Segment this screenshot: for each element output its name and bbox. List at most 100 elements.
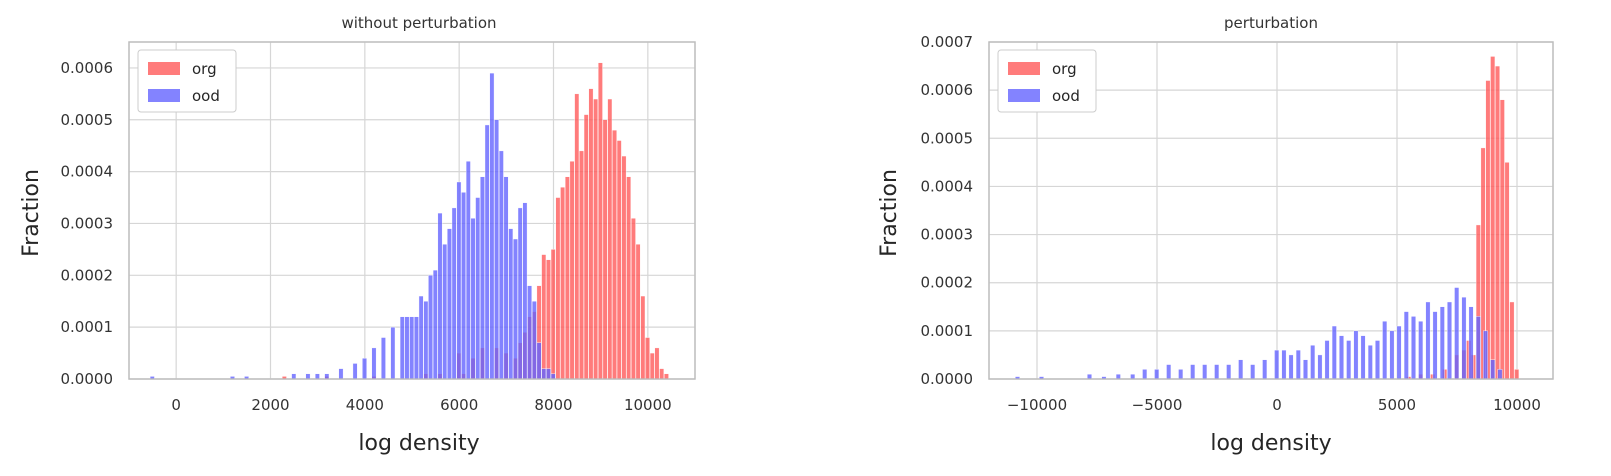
bar-ood bbox=[1178, 369, 1184, 380]
bar-ood bbox=[1310, 345, 1316, 380]
x-tick-label: 0 bbox=[171, 396, 181, 414]
x-tick-label: 10000 bbox=[624, 396, 672, 414]
y-tick-label: 0.0002 bbox=[61, 266, 114, 284]
x-tick-label: 6000 bbox=[440, 396, 478, 414]
bar-ood bbox=[531, 301, 537, 380]
x-tick-label: 5000 bbox=[1378, 396, 1416, 414]
legend-label-org: org bbox=[1052, 60, 1077, 78]
x-axis-label: log density bbox=[358, 431, 479, 456]
bar-org bbox=[602, 119, 608, 380]
bar-ood bbox=[371, 347, 377, 380]
y-tick-label: 0.0004 bbox=[921, 177, 974, 195]
bar-ood bbox=[527, 285, 532, 380]
bar-ood bbox=[418, 295, 424, 380]
bar-org bbox=[626, 176, 632, 380]
bar-ood bbox=[1295, 349, 1301, 380]
legend-box bbox=[997, 49, 1097, 113]
bar-ood bbox=[1447, 301, 1452, 380]
bar-ood bbox=[362, 358, 367, 380]
y-tick-label: 0.0005 bbox=[61, 111, 114, 129]
bar-ood bbox=[1288, 354, 1294, 380]
bar-org bbox=[550, 249, 556, 380]
bar-ood bbox=[442, 243, 448, 380]
bar-ood bbox=[1490, 359, 1496, 380]
bar-org bbox=[616, 140, 622, 380]
y-tick-label: 0.0002 bbox=[921, 274, 974, 292]
y-tick-label: 0.0003 bbox=[61, 214, 114, 232]
bar-ood bbox=[1115, 373, 1121, 380]
bar-ood bbox=[1382, 321, 1388, 380]
y-tick-label: 0.0003 bbox=[921, 226, 974, 244]
bar-org bbox=[1495, 65, 1500, 380]
bar-org bbox=[612, 129, 617, 380]
bar-org bbox=[645, 337, 650, 380]
y-axis-label: Fraction bbox=[877, 169, 902, 257]
bar-ood bbox=[522, 202, 528, 380]
bar-ood bbox=[1346, 340, 1352, 380]
y-tick-label: 0.0000 bbox=[921, 370, 974, 388]
bar-ood bbox=[409, 316, 415, 380]
bar-ood bbox=[470, 218, 476, 380]
bar-ood bbox=[1262, 359, 1268, 380]
x-tick-label: 8000 bbox=[534, 396, 572, 414]
chart-title: without perturbation bbox=[341, 14, 496, 32]
bar-ood bbox=[399, 316, 405, 380]
bar-ood bbox=[1497, 369, 1503, 380]
bar-ood bbox=[414, 316, 419, 380]
bar-ood bbox=[1238, 359, 1244, 380]
y-tick-label: 0.0006 bbox=[61, 59, 114, 77]
bar-org bbox=[1490, 56, 1496, 380]
bar-ood bbox=[546, 368, 551, 380]
y-tick-label: 0.0006 bbox=[921, 81, 974, 99]
legend-swatch-ood bbox=[1008, 89, 1040, 102]
bar-org bbox=[583, 114, 589, 380]
x-tick-label: 4000 bbox=[346, 396, 384, 414]
bar-ood bbox=[475, 197, 481, 380]
bar-org bbox=[621, 155, 627, 380]
bar-ood bbox=[1367, 345, 1373, 380]
bar-ood bbox=[1142, 369, 1148, 380]
legend-label-org: org bbox=[192, 60, 217, 78]
x-tick-label: 10000 bbox=[1493, 396, 1541, 414]
bar-org bbox=[574, 93, 580, 380]
y-tick-label: 0.0007 bbox=[921, 33, 974, 51]
bar-ood bbox=[461, 192, 466, 380]
bar-ood bbox=[1331, 325, 1337, 380]
bar-org bbox=[640, 295, 646, 380]
bar-ood bbox=[1439, 306, 1445, 380]
bar-ood bbox=[1303, 359, 1308, 380]
bar-org bbox=[1514, 369, 1520, 380]
bar-ood bbox=[338, 368, 344, 380]
bar-ood bbox=[437, 212, 443, 380]
x-tick-label: −5000 bbox=[1132, 396, 1183, 414]
bar-org bbox=[564, 176, 570, 380]
bar-ood bbox=[1281, 349, 1287, 380]
bar-ood bbox=[404, 316, 410, 380]
bar-ood bbox=[1154, 369, 1160, 380]
bar-ood bbox=[1360, 335, 1366, 380]
bar-ood bbox=[536, 342, 542, 380]
bar-ood bbox=[494, 119, 499, 380]
bar-org bbox=[546, 259, 551, 380]
legend-swatch-org bbox=[148, 62, 180, 75]
bar-ood bbox=[1202, 364, 1208, 380]
chart-title: perturbation bbox=[1224, 14, 1318, 32]
bar-ood bbox=[550, 373, 556, 380]
bar-ood bbox=[324, 373, 330, 380]
bar-org bbox=[1504, 162, 1510, 380]
y-axis-label: Fraction bbox=[19, 169, 44, 257]
panel-perturbation: perturbation log density Fraction −10000… bbox=[877, 14, 1554, 456]
bar-ood bbox=[1226, 364, 1232, 380]
bar-ood bbox=[541, 368, 547, 380]
bar-ood bbox=[428, 275, 433, 380]
bar-ood bbox=[423, 301, 429, 380]
bar-org bbox=[555, 197, 561, 380]
bar-org bbox=[607, 98, 613, 380]
bar-org bbox=[579, 150, 584, 380]
legend-label-ood: ood bbox=[1052, 87, 1080, 105]
bar-ood bbox=[1403, 311, 1409, 380]
x-tick-label: 0 bbox=[1272, 396, 1282, 414]
bar-ood bbox=[1418, 321, 1424, 380]
bar-org bbox=[635, 243, 641, 380]
bar-ood bbox=[517, 207, 523, 380]
